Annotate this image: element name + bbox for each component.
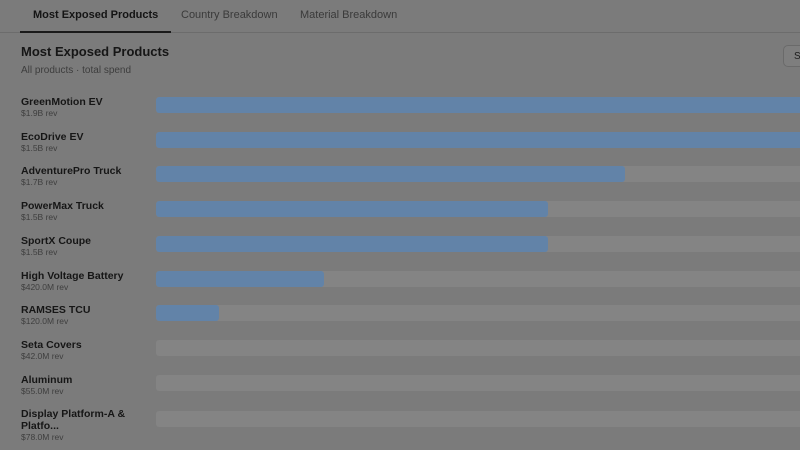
product-name: High Voltage Battery bbox=[21, 269, 124, 282]
product-name: EcoDrive EV bbox=[21, 130, 84, 143]
product-revenue: $1.5B rev bbox=[21, 212, 58, 223]
bar-track bbox=[156, 270, 800, 287]
product-revenue: $1.7B rev bbox=[21, 177, 58, 188]
panel-subtitle: All products · total spend bbox=[21, 65, 132, 76]
bar-track bbox=[156, 166, 800, 183]
product-revenue: $78.0M rev bbox=[21, 432, 64, 443]
product-name: Seta Covers bbox=[21, 338, 82, 351]
bar-track bbox=[156, 339, 800, 356]
exposure-bar bbox=[156, 97, 800, 113]
product-name: SportX Coupe bbox=[21, 234, 91, 247]
bar-track bbox=[156, 305, 800, 322]
tab-divider bbox=[0, 32, 800, 33]
bar-track bbox=[156, 235, 800, 252]
tab[interactable]: Most Exposed Products bbox=[33, 9, 159, 21]
product-revenue: $1.9B rev bbox=[21, 108, 58, 118]
product-revenue: $42.0M rev bbox=[21, 350, 64, 361]
product-name: PowerMax Truck bbox=[21, 200, 104, 213]
exposure-bar bbox=[156, 305, 219, 322]
bar-track bbox=[156, 411, 800, 428]
bar-track bbox=[156, 201, 800, 218]
product-name: Display Platform-A & Platfo... bbox=[21, 408, 126, 433]
active-tab-indicator bbox=[20, 31, 171, 33]
exposure-bar bbox=[156, 235, 548, 252]
product-revenue: $420.0M rev bbox=[21, 281, 69, 292]
product-revenue: $120.0M rev bbox=[21, 316, 69, 327]
action-button[interactable]: S bbox=[783, 45, 800, 67]
exposure-bar bbox=[156, 131, 800, 148]
exposure-bar bbox=[156, 166, 625, 183]
bar-track bbox=[156, 97, 800, 113]
product-name: AdventurePro Truck bbox=[21, 165, 122, 178]
product-name: RAMSES TCU bbox=[21, 304, 91, 317]
panel-title: Most Exposed Products bbox=[21, 44, 170, 59]
product-name: Aluminum bbox=[21, 373, 73, 386]
tab[interactable]: Material Breakdown bbox=[300, 9, 398, 21]
product-revenue: $1.5B rev bbox=[21, 142, 58, 153]
product-revenue: $55.0M rev bbox=[21, 385, 64, 396]
bar-track bbox=[156, 131, 800, 148]
tab[interactable]: Country Breakdown bbox=[181, 9, 278, 21]
product-revenue: $1.5B rev bbox=[21, 246, 58, 257]
bar-track bbox=[156, 374, 800, 391]
product-name: GreenMotion EV bbox=[21, 96, 103, 108]
exposure-bar bbox=[156, 270, 324, 287]
exposure-bar bbox=[156, 201, 548, 218]
